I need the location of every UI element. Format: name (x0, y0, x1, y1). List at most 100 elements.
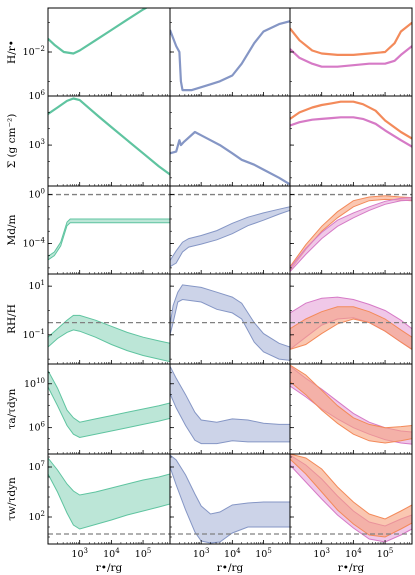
band-lower-edge (170, 298, 290, 361)
band-lower-edge (290, 318, 412, 350)
panel-r1-c2 (290, 100, 412, 148)
band-upper-edge (48, 370, 170, 423)
band-orange-r2-c2 (290, 195, 412, 271)
y-tick-label-r2: 100 (28, 188, 45, 201)
band-lower-edge (48, 222, 170, 261)
panel-r4-c2 (290, 364, 412, 445)
band-upper-edge (170, 365, 290, 425)
band-upper-edge (170, 454, 290, 515)
panel-r2-c2 (290, 193, 412, 272)
y-tick-label-r0: 10−2 (23, 45, 45, 58)
panel-r2-c1 (170, 193, 290, 268)
band-upper-edge (48, 314, 170, 344)
x-tick-label: 103 (71, 547, 88, 560)
band-lower-edge (290, 198, 412, 271)
panel-r4-c1 (170, 365, 290, 445)
x-tick-label: 105 (377, 547, 394, 560)
y-tick-label-r1: 103 (28, 138, 45, 151)
series-line-blue-r0-c1 (170, 20, 290, 92)
panel-r0-c2 (290, 21, 412, 68)
y-axis-label-r3: RH/H (6, 304, 18, 334)
y-axis-label-r0: H/r• (6, 40, 18, 64)
band-blue-r5-c1 (170, 455, 290, 543)
x-tick-label: 103 (193, 547, 210, 560)
panel-r0-c0 (48, 8, 149, 55)
band-upper-edge (170, 284, 290, 348)
band-teal-r5-c0 (48, 458, 170, 529)
series-line-orange-r0-c2 (290, 21, 412, 57)
y-tick-label-r4: 106 (28, 421, 45, 434)
panel-r5-c1 (170, 454, 290, 544)
panel-r3-c1 (170, 284, 290, 361)
x-axis-label: r•/rg (338, 562, 365, 574)
panel-r3-c2 (290, 296, 412, 350)
y-axis-label-r2: Md/m (6, 214, 18, 245)
band-upper-edge (48, 218, 170, 257)
series-line-pink-r0-c2 (290, 45, 412, 68)
panel-r1-c1 (170, 130, 290, 186)
band-upper-edge (290, 454, 412, 520)
band-lower-edge (170, 393, 290, 445)
band-lower-edge (290, 464, 412, 543)
y-axis-label-r4: τa/τdyn (6, 388, 18, 429)
band-upper-edge (290, 195, 412, 267)
y-tick-label-r5: 102 (28, 510, 45, 523)
band-upper-edge (290, 306, 412, 338)
y-tick-label-r1: 106 (28, 89, 45, 102)
panel-frame (169, 95, 291, 187)
band-lower-edge (48, 386, 170, 439)
y-tick-label-r4: 1010 (24, 377, 45, 390)
panels-layer (48, 8, 412, 544)
band-blue-r4-c1 (170, 366, 290, 444)
band-teal-r3-c0 (48, 315, 170, 362)
panel-r4-c0 (48, 370, 170, 439)
band-lower-edge (48, 329, 170, 363)
x-tick-label: 104 (103, 547, 120, 560)
x-axis-label: r•/rg (96, 562, 123, 574)
band-lower-edge (290, 381, 412, 444)
x-tick-label: 104 (224, 547, 241, 560)
y-tick-label-r3: 10−1 (23, 328, 45, 341)
x-tick-label: 105 (255, 547, 272, 560)
panel-r2-c0 (48, 193, 170, 261)
panel-r5-c2 (290, 454, 412, 543)
band-blue-r2-c1 (170, 206, 290, 267)
band-pink-r3-c2 (290, 297, 412, 350)
y-axis-label-r1: Σ (g cm⁻²) (6, 114, 18, 169)
panel-frame (289, 7, 413, 97)
band-upper-edge (290, 364, 412, 429)
series-line-pink-r1-c2 (290, 116, 412, 148)
y-tick-label-r2: 10−4 (23, 236, 46, 249)
band-upper-edge (290, 296, 412, 330)
panel-frame (47, 185, 171, 275)
x-axis-label: r•/rg (217, 562, 244, 574)
series-line-teal-r1-c0 (48, 97, 170, 176)
band-upper-edge (290, 197, 412, 269)
panel-r1-c0 (48, 97, 170, 176)
x-tick-label: 103 (313, 547, 330, 560)
panel-r0-c1 (170, 20, 290, 92)
y-tick-label-r3: 101 (28, 279, 45, 292)
panel-frame (289, 453, 413, 545)
band-lower-edge (48, 473, 170, 530)
series-line-teal-r0-c0 (48, 8, 149, 55)
band-lower-edge (170, 466, 290, 544)
band-blue-r3-c1 (170, 284, 290, 361)
panel-frame (169, 7, 291, 97)
y-axis-label-r5: τw/τdyn (6, 477, 18, 521)
panel-frames (47, 7, 413, 545)
series-line-blue-r1-c1 (170, 130, 290, 186)
band-teal-r4-c0 (48, 370, 170, 438)
x-tick-label: 104 (345, 547, 362, 560)
x-tick-label: 105 (135, 547, 152, 560)
band-upper-edge (48, 457, 170, 496)
y-tick-label-r5: 107 (28, 460, 45, 473)
band-lower-edge (170, 209, 290, 268)
band-orange-r5-c2 (290, 454, 412, 537)
panel-r3-c0 (48, 314, 170, 363)
axis-labels: 10−2 H/r• 106 103 Σ (g cm⁻²) 100 10−4 Md/m 101 10… (6, 40, 393, 574)
series-line-orange-r1-c2 (290, 100, 412, 140)
panel-r5-c0 (48, 457, 170, 535)
band-lower-edge (290, 458, 412, 538)
